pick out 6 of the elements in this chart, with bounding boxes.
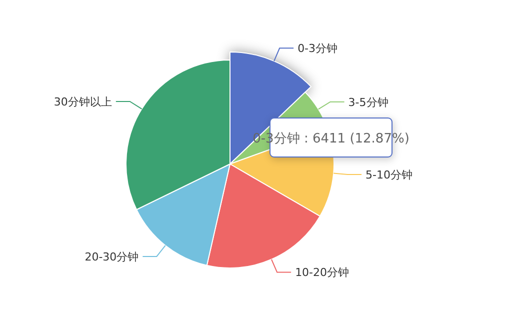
slice-label: 30分钟以上 xyxy=(54,95,112,108)
slice-label: 20-30分钟 xyxy=(84,250,139,264)
slice-label: 10-20分钟 xyxy=(295,266,350,280)
slice-label: 0-3分钟 xyxy=(298,42,338,56)
slice-label: 5-10分钟 xyxy=(366,168,412,182)
slice-label: 3-5分钟 xyxy=(348,96,388,109)
